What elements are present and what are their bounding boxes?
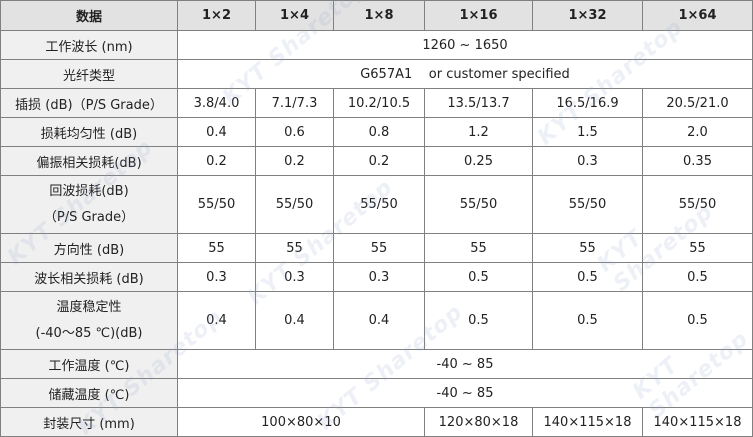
row-label: 工作波长 (nm) — [0, 30, 178, 60]
row-label: 储藏温度 (℃) — [0, 378, 178, 408]
cell-value: 0.5 — [642, 262, 753, 292]
cell-value: 0.4 — [333, 291, 425, 350]
cell-value: 0.25 — [424, 146, 533, 176]
row-label-line1: 温度稳定性 — [56, 299, 122, 315]
row-label: 回波损耗(dB) （P/S Grade） — [0, 175, 178, 234]
cell-value: 55 — [333, 233, 425, 263]
cell-value: 0.4 — [255, 291, 334, 350]
cell-value: 13.5/13.7 — [424, 88, 533, 118]
header-1x8: 1×8 — [333, 0, 425, 31]
cell-value: 55 — [424, 233, 533, 263]
cell-value: 0.4 — [177, 291, 256, 350]
table-row: 方向性 (dB) 55 55 55 55 55 55 — [0, 233, 753, 263]
cell-value: 55/50 — [255, 175, 334, 234]
cell-value: 55/50 — [333, 175, 425, 234]
table-row: 波长相关损耗 (dB) 0.3 0.3 0.3 0.5 0.5 0.5 — [0, 262, 753, 292]
cell-value: 55 — [177, 233, 256, 263]
table-row: 工作温度 (℃) -40 ~ 85 — [0, 349, 753, 379]
cell-value: 55 — [255, 233, 334, 263]
row-label: 光纤类型 — [0, 59, 178, 89]
header-1x32: 1×32 — [532, 0, 643, 31]
cell-value: 0.3 — [532, 146, 643, 176]
cell-value: 0.3 — [333, 262, 425, 292]
cell-value: 0.2 — [333, 146, 425, 176]
cell-value: 0.35 — [642, 146, 753, 176]
cell-value: 2.0 — [642, 117, 753, 147]
row-label: 封装尺寸 (mm) — [0, 407, 178, 437]
row-label: 工作温度 (℃) — [0, 349, 178, 379]
row-label-line1: 回波损耗(dB) — [49, 183, 129, 199]
cell-value: 120×80×18 — [424, 407, 533, 437]
cell-value: 7.1/7.3 — [255, 88, 334, 118]
row-label-line2: （P/S Grade） — [43, 209, 135, 225]
header-1x2: 1×2 — [177, 0, 256, 31]
table-row: 插损 (dB)（P/S Grade） 3.8/4.0 7.1/7.3 10.2/… — [0, 88, 753, 118]
cell-value: 0.2 — [177, 146, 256, 176]
header-row: 数据 1×2 1×4 1×8 1×16 1×32 1×64 — [0, 0, 753, 31]
table-row: 回波损耗(dB) （P/S Grade） 55/50 55/50 55/50 5… — [0, 175, 753, 234]
cell-value: 55/50 — [532, 175, 643, 234]
cell-value: 100×80×10 — [177, 407, 425, 437]
cell-value: 0.3 — [255, 262, 334, 292]
header-1x64: 1×64 — [642, 0, 753, 31]
cell-value: 1.2 — [424, 117, 533, 147]
header-label: 数据 — [0, 0, 178, 31]
row-label: 损耗均匀性 (dB) — [0, 117, 178, 147]
table-row: 光纤类型 G657A1 or customer specified — [0, 59, 753, 89]
cell-value: 0.5 — [532, 262, 643, 292]
cell-value: 0.5 — [424, 291, 533, 350]
row-label: 插损 (dB)（P/S Grade） — [0, 88, 178, 118]
cell-value: -40 ~ 85 — [177, 378, 753, 408]
cell-value: 0.8 — [333, 117, 425, 147]
cell-value: 10.2/10.5 — [333, 88, 425, 118]
row-label: 方向性 (dB) — [0, 233, 178, 263]
table-row: 储藏温度 (℃) -40 ~ 85 — [0, 378, 753, 408]
cell-value: 0.5 — [642, 291, 753, 350]
cell-value: 16.5/16.9 — [532, 88, 643, 118]
cell-value: 0.4 — [177, 117, 256, 147]
cell-value: 0.3 — [177, 262, 256, 292]
table-row: 温度稳定性 (-40～85 ℃)(dB) 0.4 0.4 0.4 0.5 0.5… — [0, 291, 753, 350]
cell-value: 140×115×18 — [642, 407, 753, 437]
cell-value: 1260 ~ 1650 — [177, 30, 753, 60]
cell-value: 0.6 — [255, 117, 334, 147]
header-1x16: 1×16 — [424, 0, 533, 31]
table-row: 损耗均匀性 (dB) 0.4 0.6 0.8 1.2 1.5 2.0 — [0, 117, 753, 147]
cell-value: 20.5/21.0 — [642, 88, 753, 118]
row-label: 偏振相关损耗(dB) — [0, 146, 178, 176]
row-label-line2: (-40～85 ℃)(dB) — [35, 325, 143, 341]
header-1x4: 1×4 — [255, 0, 334, 31]
table-row: 工作波长 (nm) 1260 ~ 1650 — [0, 30, 753, 60]
cell-value: 55/50 — [424, 175, 533, 234]
cell-value: -40 ~ 85 — [177, 349, 753, 379]
row-label: 温度稳定性 (-40～85 ℃)(dB) — [0, 291, 178, 350]
cell-value: 0.5 — [424, 262, 533, 292]
cell-value: 55/50 — [177, 175, 256, 234]
row-label: 波长相关损耗 (dB) — [0, 262, 178, 292]
cell-value: 1.5 — [532, 117, 643, 147]
cell-value: 55 — [642, 233, 753, 263]
cell-value: 0.2 — [255, 146, 334, 176]
cell-value: 3.8/4.0 — [177, 88, 256, 118]
table-row: 偏振相关损耗(dB) 0.2 0.2 0.2 0.25 0.3 0.35 — [0, 146, 753, 176]
cell-value: 55/50 — [642, 175, 753, 234]
table-row: 封装尺寸 (mm) 100×80×10 120×80×18 140×115×18… — [0, 407, 753, 437]
cell-value: 55 — [532, 233, 643, 263]
cell-value: 140×115×18 — [532, 407, 643, 437]
cell-value: G657A1 or customer specified — [177, 59, 753, 89]
cell-value: 0.5 — [532, 291, 643, 350]
